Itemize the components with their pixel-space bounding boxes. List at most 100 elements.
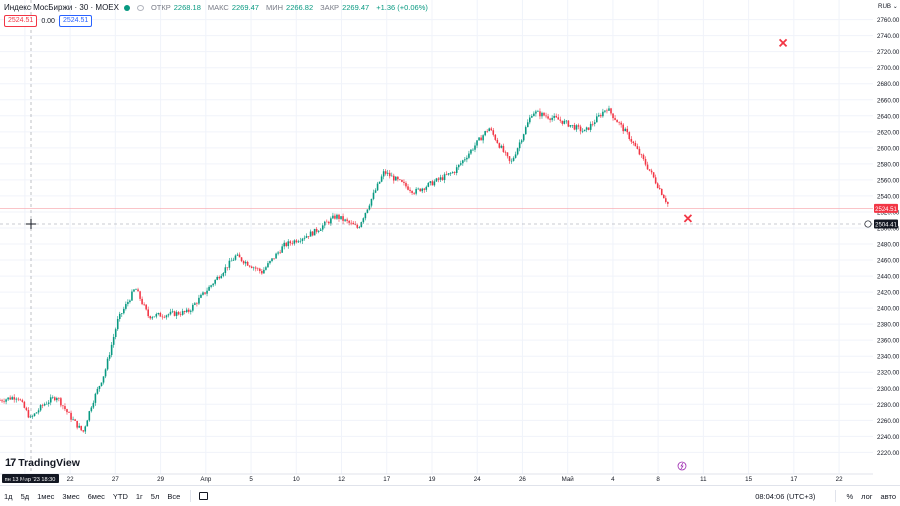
close-value: 2269.47 (342, 3, 370, 12)
candle-body (437, 178, 440, 180)
candle-body (642, 154, 645, 160)
candle-body (393, 175, 395, 181)
candle-body (616, 119, 618, 123)
candle-body (608, 108, 610, 111)
candle-body (147, 309, 149, 317)
range-3m-button[interactable]: 3мес (62, 491, 80, 501)
percent-toggle[interactable]: % (846, 491, 854, 501)
crosshair-price-badge (874, 219, 898, 229)
candle-body (565, 120, 568, 122)
candle-body (41, 405, 44, 406)
candle-body (399, 179, 401, 180)
spread-value: 0.00 (41, 17, 55, 25)
auto-toggle[interactable]: авто (880, 491, 896, 501)
range-all-button[interactable]: Все (167, 491, 181, 501)
range-5d-button[interactable]: 5д (20, 491, 30, 501)
range-1d-button[interactable]: 1д (4, 491, 13, 501)
range-6m-button[interactable]: 6мес (87, 491, 105, 501)
candle-body (15, 398, 18, 400)
price-tick-label: 2300.00 (877, 386, 900, 393)
trade-buttons: 2524.51 0.00 2524.51 (4, 15, 93, 27)
candle-body (72, 419, 74, 420)
price-tick-label: 2500.00 (877, 225, 900, 232)
candle-body (620, 122, 622, 125)
candle-body (125, 304, 127, 309)
tradingview-logo[interactable]: 17 TradingView (5, 457, 80, 469)
candle-body (352, 222, 355, 225)
candle-body (459, 163, 462, 165)
candle-body (204, 292, 206, 294)
candle-body (200, 294, 202, 298)
candle-body (0, 400, 1, 401)
candle-body (96, 388, 99, 394)
candle-body (447, 173, 450, 175)
candle-body (27, 410, 30, 418)
calendar-icon[interactable] (199, 492, 209, 500)
candle-body (518, 142, 521, 149)
candle-body (66, 409, 68, 413)
price-tick-label: 2760.00 (877, 17, 900, 24)
candle-body (35, 412, 38, 414)
candle-body (474, 145, 476, 150)
time-tick-label: 17 (790, 476, 797, 483)
candle-body (413, 193, 415, 194)
candle-body (403, 181, 405, 183)
candle-body (145, 304, 147, 310)
candle-body (281, 246, 283, 253)
candle-body (466, 157, 468, 160)
timezone-clock[interactable]: 08:04:06 (UTC+3) (755, 491, 816, 501)
candle-body (376, 183, 379, 191)
candle-body (595, 116, 598, 123)
candle-body (216, 276, 219, 280)
candle-body (472, 149, 474, 151)
candle-body (559, 119, 562, 121)
candle-body (317, 230, 320, 232)
candle-body (630, 139, 633, 142)
candle-body (64, 406, 66, 410)
candle-body (104, 369, 107, 377)
candle-body (610, 108, 612, 114)
candle-body (43, 403, 46, 406)
range-5y-button[interactable]: 5л (150, 491, 160, 501)
candle-body (220, 275, 223, 279)
candle-body (273, 258, 275, 259)
high-value: 2269.47 (231, 3, 259, 12)
candle-body (364, 212, 367, 219)
range-1m-button[interactable]: 1мес (37, 491, 55, 501)
candle-body (39, 405, 42, 411)
log-toggle[interactable]: лог (861, 491, 873, 501)
price-tick-label: 2260.00 (877, 418, 900, 425)
candle-body (293, 240, 296, 244)
candle-body (411, 190, 413, 194)
range-ytd-button[interactable]: YTD (112, 491, 128, 501)
candle-body (106, 358, 109, 370)
candle-body (248, 265, 251, 267)
time-tick-label: 8 (656, 476, 660, 483)
candle-body (533, 113, 535, 117)
candle-body (545, 115, 547, 117)
open-value: 2268.18 (173, 3, 201, 12)
candle-body (334, 215, 336, 219)
candle-body (263, 269, 265, 274)
time-tick-label: Май (562, 476, 575, 483)
sell-button[interactable]: 2524.51 (4, 15, 38, 27)
candle-body (13, 397, 16, 400)
eye-icon[interactable] (136, 4, 144, 11)
candle-body (342, 216, 344, 221)
buy-button[interactable]: 2524.51 (58, 15, 93, 27)
symbol-title[interactable]: Индекс МосБиржи · 30 · MOEX (4, 3, 119, 12)
candle-body (214, 279, 216, 284)
candle-body (427, 182, 430, 187)
candle-body (667, 201, 669, 204)
candle-body (340, 216, 342, 219)
candle-body (598, 115, 600, 117)
candle-body (541, 112, 543, 117)
candle-body (118, 313, 121, 320)
candle-body (261, 270, 263, 274)
candle-body (187, 309, 190, 312)
candle-body (92, 402, 95, 408)
candle-body (224, 267, 227, 274)
candle-body (569, 125, 572, 127)
range-1y-button[interactable]: 1г (135, 491, 143, 501)
